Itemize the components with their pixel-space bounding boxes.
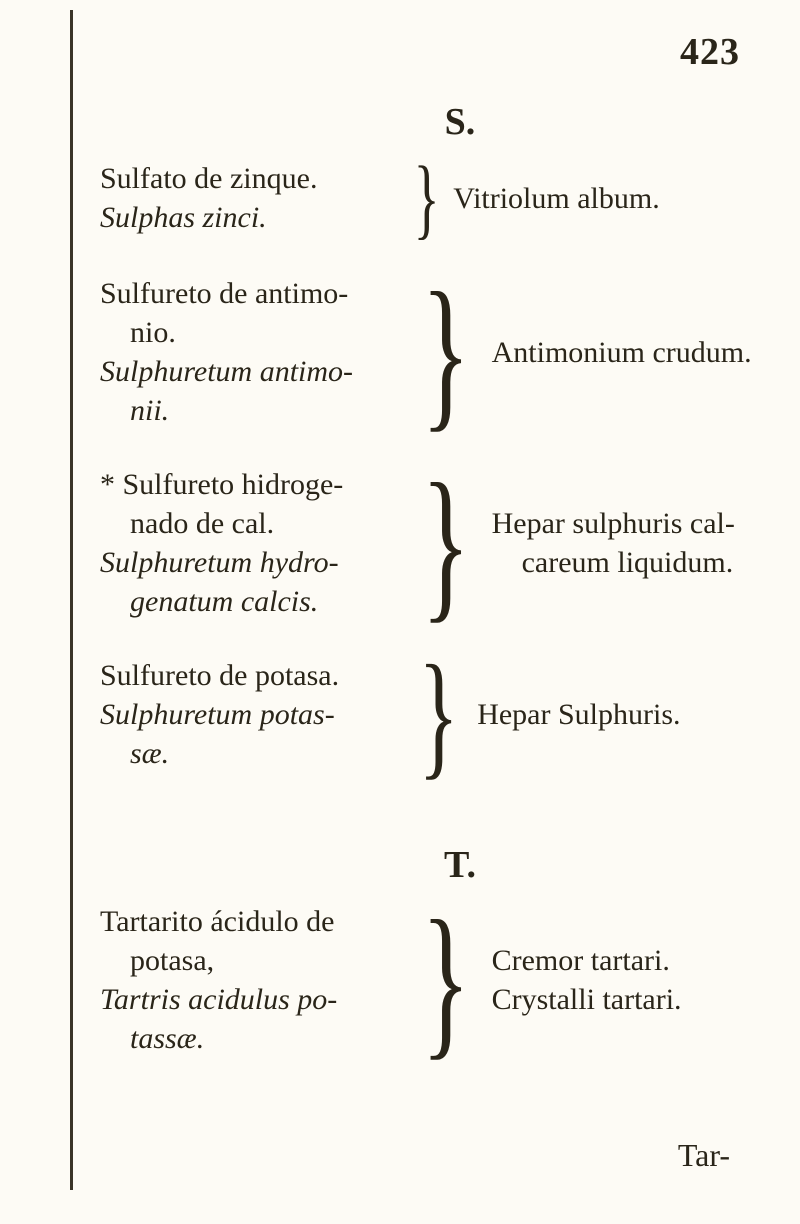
text-line: Tartris acidulus po- — [100, 980, 400, 1019]
text-line: nado de cal. — [100, 504, 400, 543]
entry-right: Cremor tartari. Crystalli tartari. — [492, 941, 760, 1019]
page-number: 423 — [680, 30, 740, 74]
text-line: sæ. — [100, 734, 400, 773]
text-line: Sulfato de zinque. — [100, 159, 400, 198]
brace-icon: } — [421, 921, 470, 1040]
text-line: Hepar Sulphuris. — [477, 695, 760, 734]
text-line: Tartarito ácidulo de — [100, 902, 400, 941]
entry-sulfureto-hidrogenado: * Sulfureto hidroge- nado de cal. Sulphu… — [100, 465, 760, 621]
brace-icon: } — [414, 167, 440, 230]
entry-right: Hepar sulphuris cal- careum liquidum. — [492, 504, 760, 582]
text-line: nio. — [100, 313, 400, 352]
text-line: Antimonium crudum. — [492, 333, 760, 372]
entry-sulfureto-antimonio: Sulfureto de antimo- nio. Sulphuretum an… — [100, 274, 760, 430]
text-line: Hepar sulphuris cal- — [492, 504, 760, 543]
entry-right: Hepar Sulphuris. — [477, 695, 760, 734]
text-line: Sulphas zinci. — [100, 198, 400, 237]
brace-icon: } — [421, 293, 470, 412]
entry-tartarito-acidulo: Tartarito ácidulo de potasa, Tartris aci… — [100, 902, 760, 1058]
entry-left: Tartarito ácidulo de potasa, Tartris aci… — [100, 902, 400, 1058]
text-line: careum liquidum. — [492, 543, 760, 582]
left-margin-rule — [70, 10, 73, 1190]
text-line: nii. — [100, 391, 400, 430]
entry-left: Sulfureto de potasa. Sulphuretum potas- … — [100, 656, 400, 773]
brace-icon: } — [421, 484, 470, 603]
section-letter-t: T. — [160, 843, 760, 887]
text-line: tassæ. — [100, 1019, 400, 1058]
text-line: Cremor tartari. — [492, 941, 760, 980]
text-line: Vitriolum album. — [453, 179, 760, 218]
entry-sulfureto-potasa: Sulfureto de potasa. Sulphuretum potas- … — [100, 656, 760, 773]
text-line: Sulfureto de potasa. — [100, 656, 400, 695]
entry-left: * Sulfureto hidroge- nado de cal. Sulphu… — [100, 465, 400, 621]
text-line: genatum calcis. — [100, 582, 400, 621]
text-line: Sulphuretum hydro- — [100, 543, 400, 582]
entry-sulfato-zinque: Sulfato de zinque. Sulphas zinci. } Vitr… — [100, 159, 760, 239]
entry-left: Sulfureto de antimo- nio. Sulphuretum an… — [100, 274, 400, 430]
text-line: * Sulfureto hidroge- — [100, 465, 400, 504]
entry-right: Vitriolum album. — [453, 179, 760, 218]
page: 423 S. Sulfato de zinque. Sulphas zinci.… — [0, 0, 800, 1224]
entry-right: Antimonium crudum. — [492, 333, 760, 372]
catchword: Tar- — [678, 1137, 730, 1174]
text-line: Sulphuretum antimo- — [100, 352, 400, 391]
text-line: Sulfureto de antimo- — [100, 274, 400, 313]
text-line: Crystalli tartari. — [492, 980, 760, 1019]
entry-left: Sulfato de zinque. Sulphas zinci. — [100, 159, 400, 237]
section-letter-s: S. — [160, 100, 760, 144]
text-line: Sulphuretum potas- — [100, 695, 400, 734]
brace-icon: } — [418, 666, 458, 764]
text-line: potasa, — [100, 941, 400, 980]
